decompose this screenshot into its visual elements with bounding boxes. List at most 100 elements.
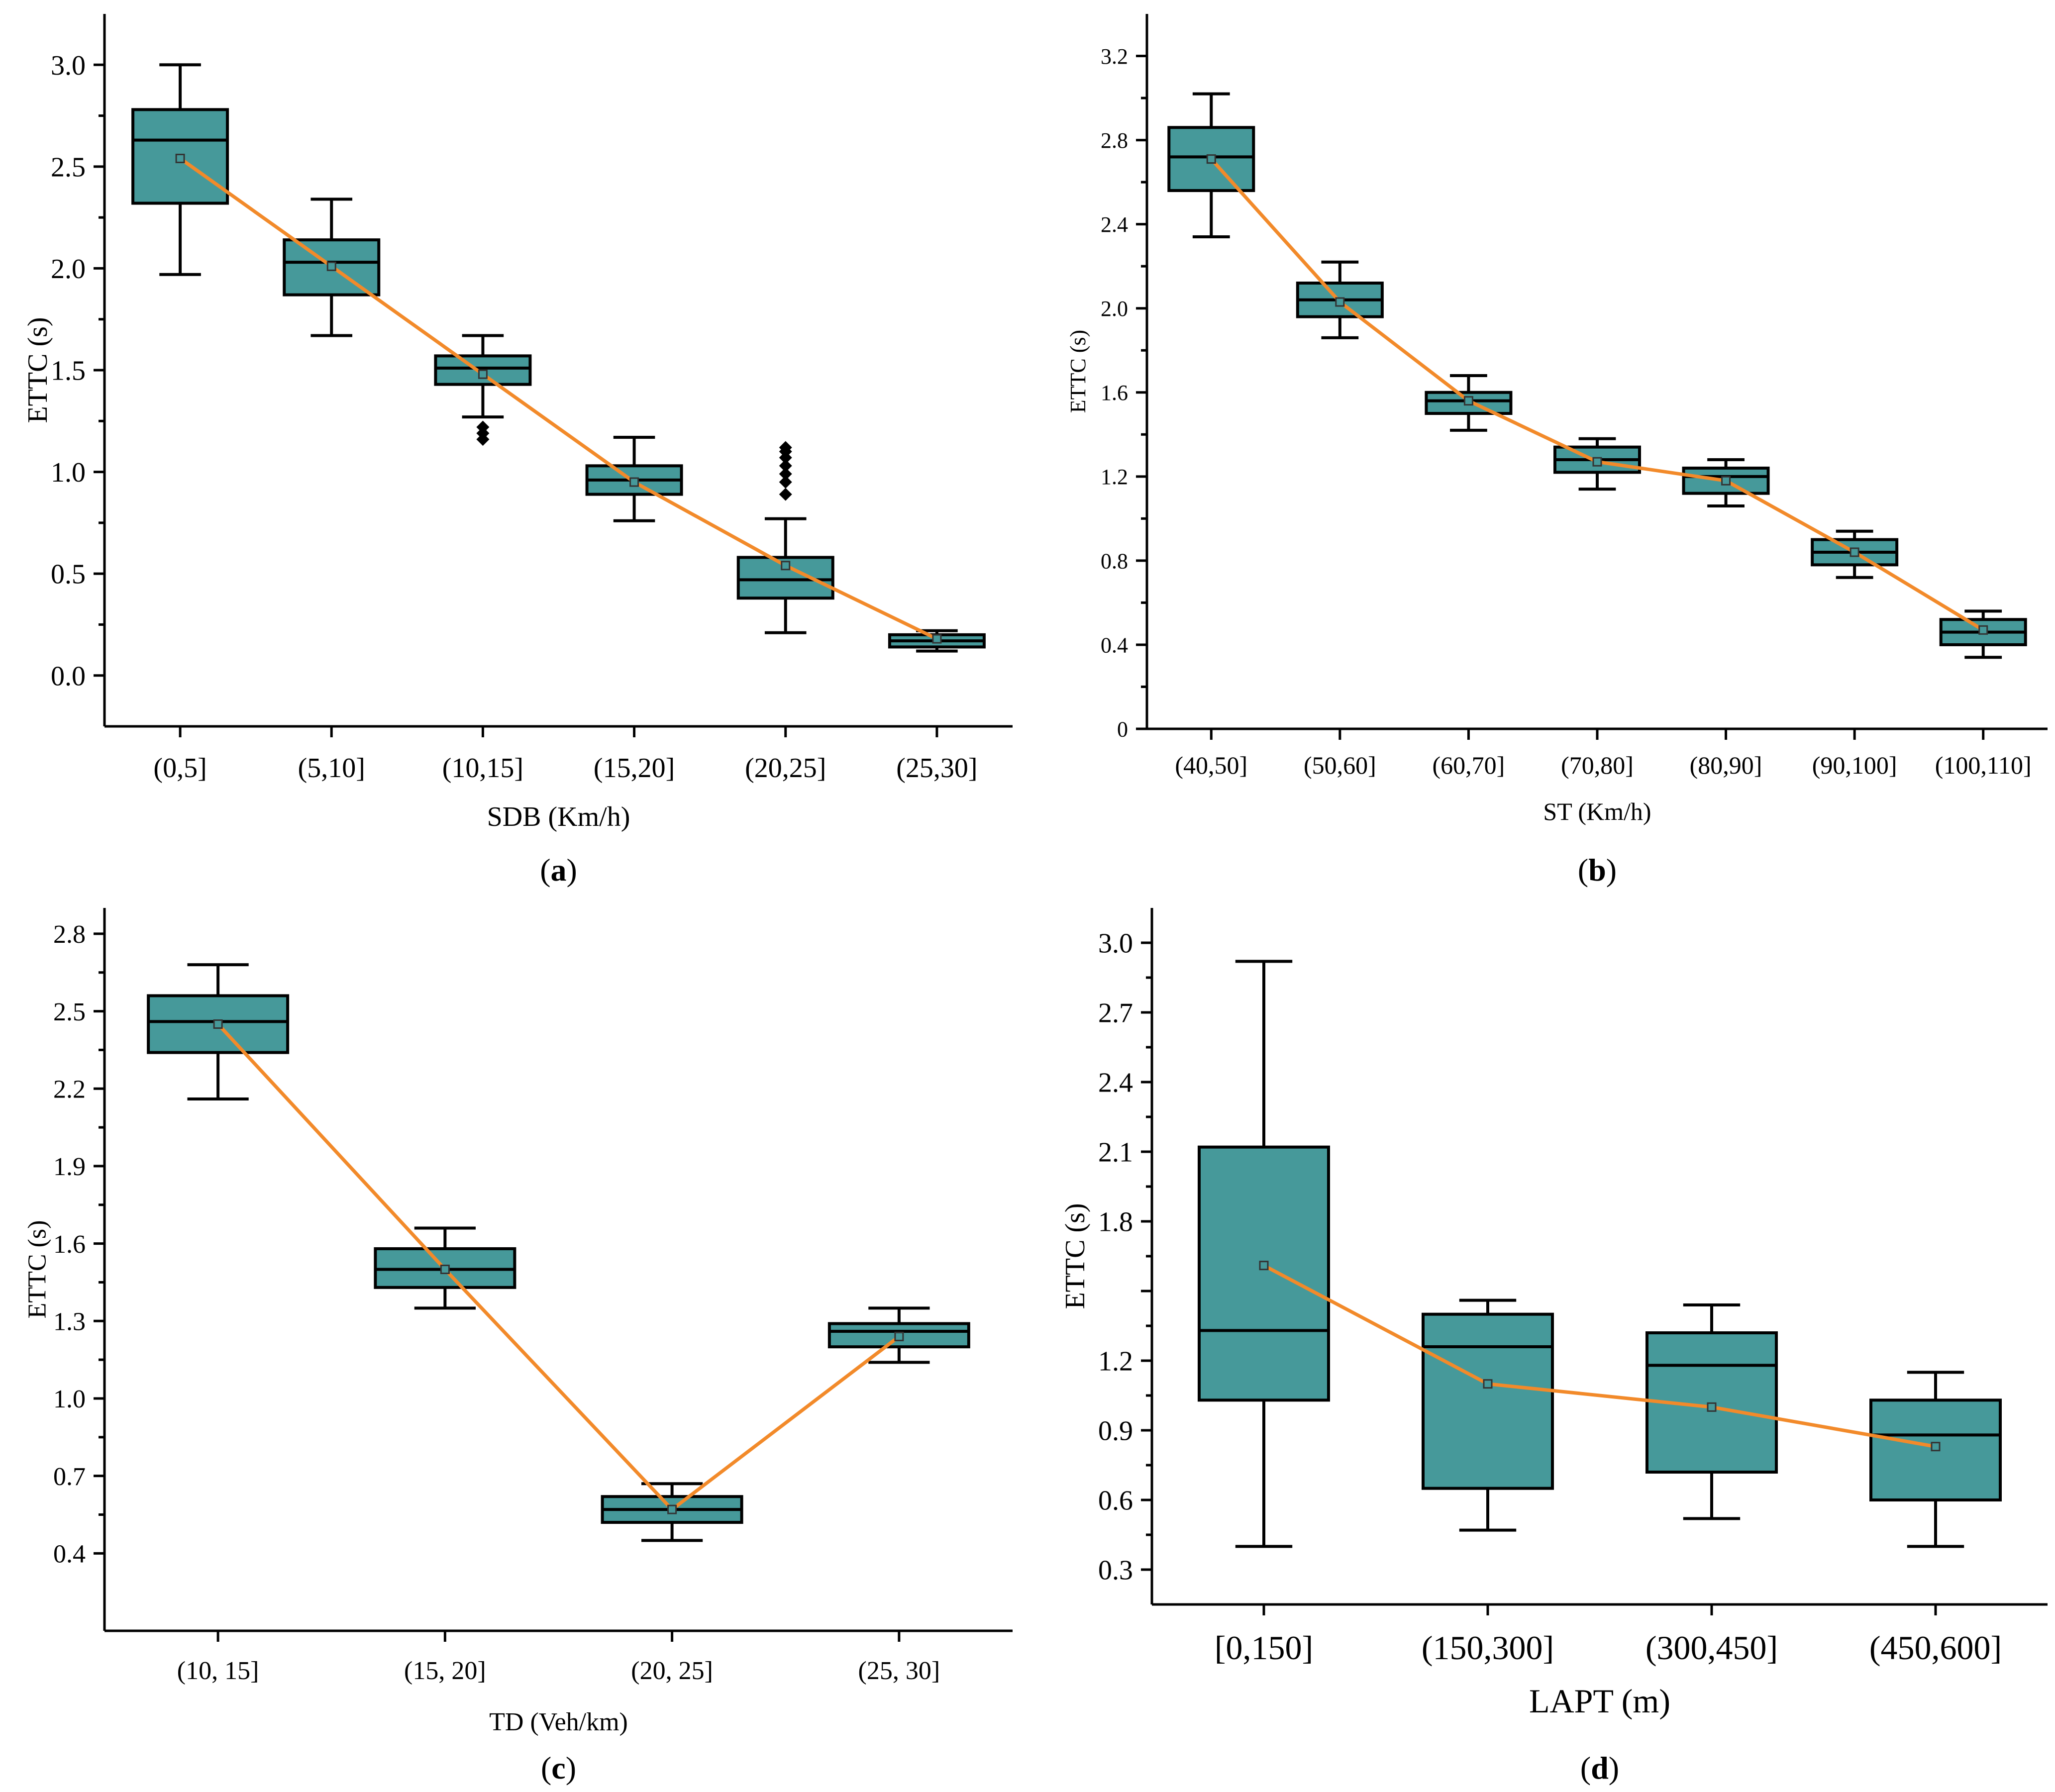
y-tick-label: 0.0 <box>51 661 86 692</box>
box-a-1: (5,10] <box>283 198 381 784</box>
x-axis-label: LAPT (m) <box>1529 1682 1670 1720</box>
box-d-1: (150,300] <box>1422 1298 1554 1667</box>
panel-label-open: ( <box>540 852 550 888</box>
x-tick-label: (100,110] <box>1935 751 2032 779</box>
outlier-point <box>779 467 792 481</box>
box-a-5: (25,30] <box>888 629 986 784</box>
mean-marker <box>1259 1261 1269 1271</box>
y-tick-label: 3.2 <box>1101 44 1128 69</box>
mean-marker <box>667 1504 677 1514</box>
x-tick-label: (50,60] <box>1304 751 1376 779</box>
x-tick-label: (15,20] <box>594 753 675 784</box>
y-tick-label: 0 <box>1117 717 1128 741</box>
y-tick-label: 0.7 <box>53 1463 86 1491</box>
iqr-box <box>736 556 834 600</box>
mean-marker <box>781 561 791 571</box>
box-b-0: (40,50] <box>1167 92 1255 779</box>
y-tick-label: 2.5 <box>53 998 86 1026</box>
box-a-4: (20,25] <box>736 441 834 784</box>
panel-label-letter: c <box>551 1750 565 1786</box>
x-tick-label: (15, 20] <box>404 1657 486 1685</box>
outlier-point <box>779 476 792 489</box>
panel-label: (c) <box>541 1750 576 1786</box>
y-tick-label: 0.5 <box>51 559 86 590</box>
panel-c: 0.4 0.7 1.0 1.3 1.6 1.9 2.2 2.5 2.8 ETTC (s) (10, … <box>23 908 1013 1786</box>
panel-label-close: ) <box>566 1750 576 1786</box>
outlier-point <box>779 488 792 501</box>
box-a-0: (0,5] <box>131 63 229 784</box>
panel-label: (b) <box>1578 852 1617 888</box>
box-b-1: (50,60] <box>1296 260 1384 779</box>
mean-marker <box>1335 297 1345 307</box>
panel-label: (a) <box>540 852 577 888</box>
x-tick-label: (0,5] <box>153 753 206 784</box>
iqr-box <box>1198 1145 1330 1402</box>
x-tick-label: [0,150] <box>1215 1629 1313 1667</box>
y-axis-label: ETTC (s) <box>23 1220 51 1319</box>
mean-marker <box>629 477 639 487</box>
y-tick-label: 2.2 <box>53 1075 86 1103</box>
y-tick-label: 0.9 <box>1098 1416 1133 1447</box>
box-c-0: (10, 15] <box>147 963 290 1685</box>
y-tick-label: 2.4 <box>1098 1068 1133 1098</box>
mean-trend-line <box>1210 158 1984 632</box>
outlier-point <box>779 459 792 473</box>
y-tick-label: 0.3 <box>1098 1555 1133 1586</box>
y-tick-label: 3.0 <box>51 50 86 81</box>
y-tick-label: 2.1 <box>1098 1137 1133 1168</box>
mean-marker <box>1463 396 1473 406</box>
y-tick-label: 1.6 <box>53 1230 86 1259</box>
mean-marker <box>1592 457 1602 467</box>
y-tick-label: 2.0 <box>51 254 86 285</box>
y-tick-label: 1.0 <box>53 1385 86 1413</box>
box-b-6: (100,110] <box>1935 609 2032 779</box>
box-b-5: (90,100] <box>1811 529 1899 779</box>
x-tick-label: (40,50] <box>1175 751 1247 779</box>
x-tick-label: (60,70] <box>1433 751 1505 779</box>
panel-label-close: ) <box>1606 852 1617 888</box>
y-axis-label: ETTC (s) <box>1066 330 1090 413</box>
mean-marker <box>478 369 488 379</box>
box-c-3: (25, 30] <box>827 1306 970 1685</box>
panel-label-open: ( <box>1580 1750 1591 1786</box>
y-tick-label: 1.3 <box>53 1307 86 1336</box>
iqr-box <box>1422 1312 1554 1490</box>
y-tick-label: 3.0 <box>1098 928 1133 959</box>
y-tick-label: 1.6 <box>1101 381 1128 405</box>
box-a-2: (10,15] <box>434 334 532 784</box>
y-tick-label: 1.0 <box>51 457 86 488</box>
panel-a: 0.0 0.5 1.0 1.5 2.0 2.5 3.0 ETTC (s) (0,5] (5,10]… <box>22 14 1013 888</box>
mean-marker <box>175 153 185 163</box>
mean-marker <box>1850 547 1859 557</box>
y-axis-label: ETTC (s) <box>1060 1203 1091 1309</box>
y-tick-label: 2.4 <box>1101 212 1128 237</box>
x-tick-label: (20,25] <box>745 753 826 784</box>
panel-label-open: ( <box>1578 852 1588 888</box>
mean-marker <box>1483 1379 1493 1389</box>
panel-label-close: ) <box>1609 1750 1619 1786</box>
panel-label-letter: d <box>1591 1750 1609 1786</box>
x-tick-label: (25, 30] <box>858 1657 940 1685</box>
y-tick-label: 2.5 <box>51 152 86 183</box>
mean-marker <box>326 261 336 271</box>
outlier-point <box>779 441 792 454</box>
box-d-0: [0,150] <box>1198 960 1330 1667</box>
x-tick-label: (300,450] <box>1645 1629 1778 1667</box>
x-tick-label: (10, 15] <box>177 1657 259 1685</box>
box-d-3: (450,600] <box>1869 1371 2002 1667</box>
box-d-2: (300,450] <box>1645 1303 1778 1667</box>
panel-b: 0 0.4 0.8 1.2 1.6 2.0 2.4 2.8 3.2 ETTC (s) (40,50]… <box>1066 14 2048 888</box>
y-tick-label: 1.8 <box>1098 1207 1133 1238</box>
mean-marker <box>1206 154 1216 164</box>
y-tick-label: 1.9 <box>53 1153 86 1181</box>
x-tick-label: (150,300] <box>1422 1629 1554 1667</box>
y-tick-label: 1.2 <box>1098 1346 1133 1377</box>
mean-marker <box>213 1019 223 1029</box>
y-tick-label: 2.8 <box>1101 128 1128 153</box>
x-axis-label: ST (Km/h) <box>1543 797 1651 825</box>
x-tick-label: (80,90] <box>1690 751 1762 779</box>
x-tick-label: (70,80] <box>1561 751 1634 779</box>
box-b-4: (80,90] <box>1682 458 1770 779</box>
mean-marker <box>932 634 942 644</box>
